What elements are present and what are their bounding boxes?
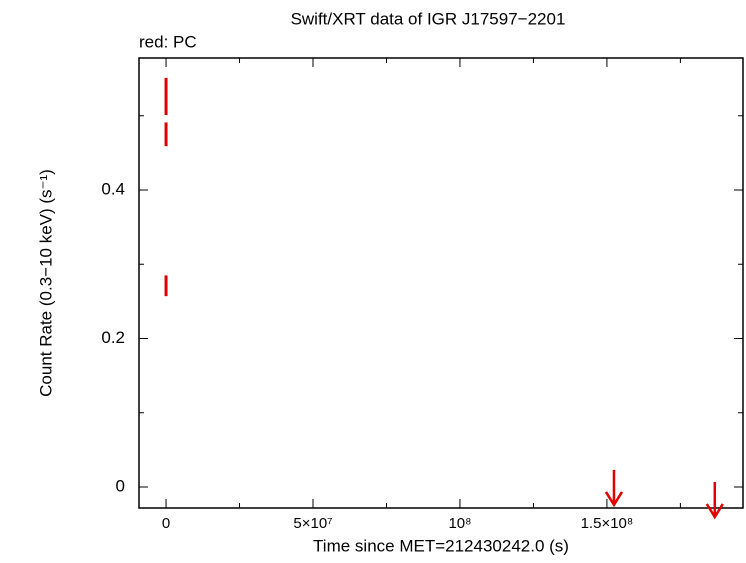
x-tick-label: 1.5×10⁸	[581, 515, 634, 532]
y-tick-label: 0.2	[101, 328, 125, 347]
x-tick-label: 5×10⁷	[293, 515, 332, 532]
plot-frame	[138, 57, 744, 509]
legend-text: red: PC	[139, 32, 197, 51]
upper-limit	[705, 482, 724, 520]
x-tick-label: 0	[162, 515, 170, 532]
upper-limit	[604, 469, 624, 508]
x-axis-label: Time since MET=212430242.0 (s)	[313, 536, 569, 555]
y-tick-label: 0.4	[101, 179, 125, 198]
chart-title: Swift/XRT data of IGR J17597−2201	[291, 9, 566, 28]
y-axis-label: Count Rate (0.3−10 keV) (s⁻¹)	[36, 169, 55, 397]
x-tick-label: 10⁸	[448, 515, 471, 532]
y-tick-label: 0	[116, 476, 125, 495]
